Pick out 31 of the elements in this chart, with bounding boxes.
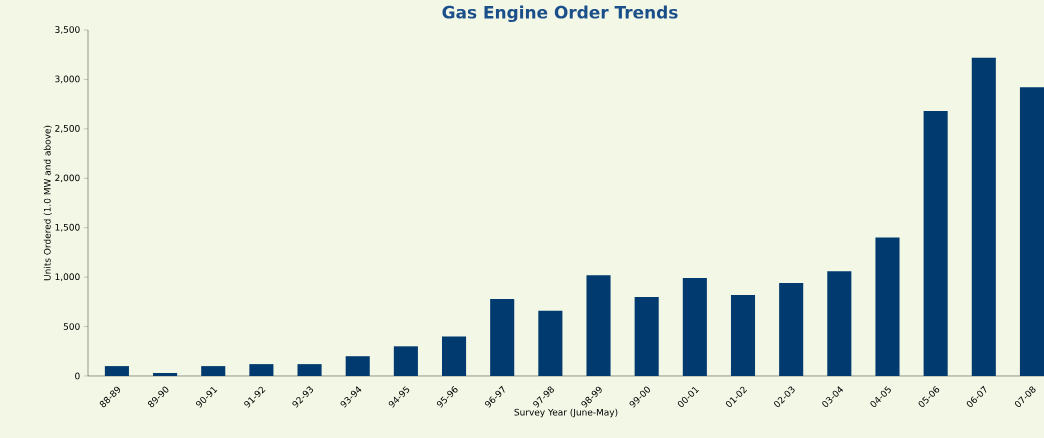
- x-axis-title: Survey Year (June-May): [514, 408, 618, 418]
- bar: [586, 275, 611, 376]
- y-tick-label: 0: [75, 372, 80, 380]
- bar: [779, 283, 804, 376]
- bar: [249, 364, 274, 376]
- bar: [923, 111, 948, 376]
- chart-title: Gas Engine Order Trends: [442, 5, 678, 23]
- bar: [634, 296, 659, 376]
- y-tick-label: 2,000: [55, 174, 80, 183]
- y-tick-label: 1,500: [55, 223, 80, 232]
- bar: [1019, 87, 1044, 376]
- bar: [393, 346, 418, 376]
- y-tick-label: 3,500: [55, 26, 80, 34]
- bar: [827, 271, 852, 376]
- bar: [875, 237, 900, 376]
- bar: [153, 373, 178, 376]
- y-tick-label: 1,000: [55, 273, 80, 281]
- bar: [104, 366, 129, 376]
- bar: [297, 364, 322, 376]
- y-tick-label: 3,000: [55, 75, 80, 84]
- bar: [441, 336, 467, 376]
- bar: [490, 298, 515, 376]
- y-axis-title: Units Ordered (1.0 MW and above): [43, 125, 52, 281]
- bar: [201, 366, 226, 376]
- bar: [971, 57, 996, 376]
- bar: [682, 278, 707, 376]
- bar: [538, 310, 563, 376]
- bar: [345, 356, 370, 376]
- y-tick-label: 2,500: [55, 125, 80, 133]
- bar: [730, 294, 756, 376]
- y-tick-label: 500: [63, 323, 80, 330]
